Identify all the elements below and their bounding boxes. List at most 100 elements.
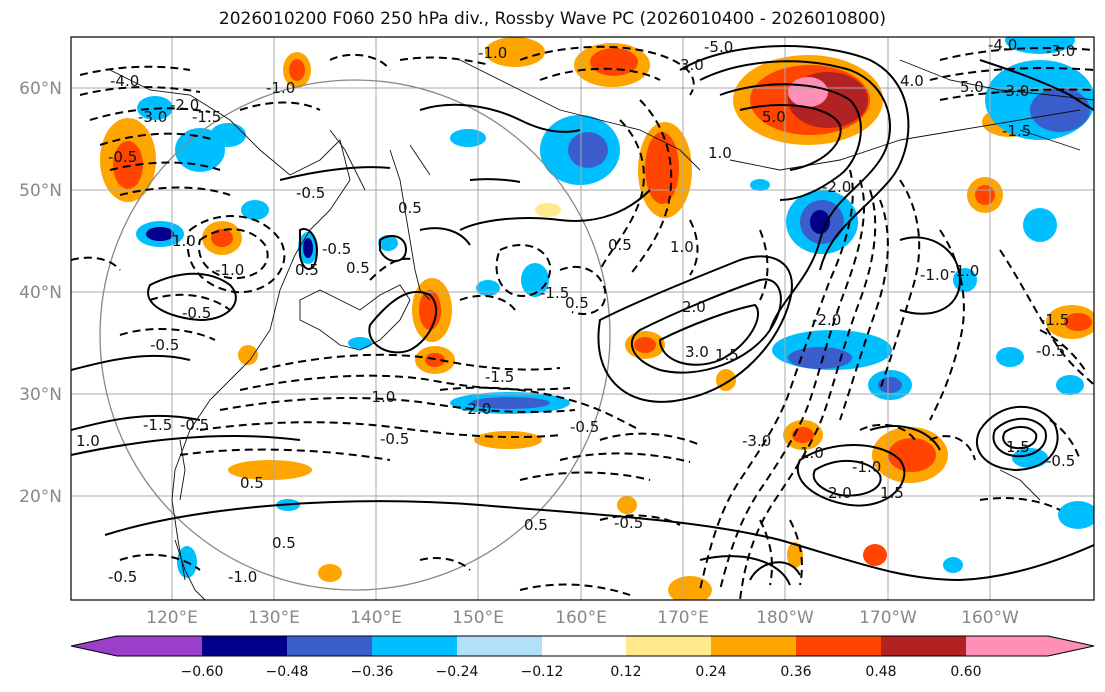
colorbar-segment [117, 636, 202, 656]
contour-label: 3.0 [685, 343, 709, 361]
colorbar-segment [626, 636, 711, 656]
contour-label: 0.5 [295, 261, 319, 279]
contours-negative [71, 45, 1094, 600]
contour-label: 1.0 [76, 432, 100, 450]
shading-negative [470, 397, 550, 409]
lon-label: 130°E [248, 608, 300, 628]
contour-label: -1.5 [192, 108, 221, 126]
contour-label: -4.0 [988, 36, 1017, 54]
map-title: 2026010200 F060 250 hPa div., Rossby Wav… [218, 9, 887, 29]
lat-label: 20°N [19, 487, 62, 507]
contour-label: -2.0 [462, 400, 491, 418]
shading-positive [788, 77, 828, 107]
contour-label: -0.5 [1036, 342, 1065, 360]
shading-negative [788, 347, 852, 369]
colorbar-extend-high [1048, 636, 1094, 656]
colorbar-tick-label: −0.36 [351, 664, 394, 680]
shading-positive [474, 431, 542, 449]
contour-label: 5.0 [762, 108, 786, 126]
colorbar-tick-label: 0.60 [950, 664, 981, 680]
colorbar-tick-label: −0.24 [436, 664, 479, 680]
colorbar-segment [881, 636, 966, 656]
map-frame [70, 36, 1095, 601]
contour-label: 0.5 [565, 294, 589, 312]
colorbar-segment [287, 636, 372, 656]
contour-label: -5.0 [704, 38, 733, 56]
colorbar-tick-label: −0.48 [266, 664, 309, 680]
shading-negative [1023, 208, 1057, 242]
colorbar-extend-low [71, 636, 117, 656]
lon-label: 160°E [555, 608, 607, 628]
lon-label: 140°E [350, 608, 402, 628]
shading-positive [645, 132, 679, 204]
contour-label: 0.5 [524, 516, 548, 534]
shading-positive [617, 496, 637, 514]
contours-positive [71, 45, 1094, 586]
shading-negative [1058, 501, 1094, 529]
colorbar-segment [711, 636, 796, 656]
contour-label: 2.0 [828, 484, 852, 502]
contour-label: -1.0 [228, 568, 257, 586]
shading-negative [996, 347, 1024, 367]
shading-positive [211, 229, 233, 247]
contour-label: 0.5 [346, 259, 370, 277]
shading-positive [634, 337, 656, 353]
lat-label: 40°N [19, 283, 62, 303]
colorbar-ticks: −0.60 −0.48 −0.36 −0.24 −0.12 0.12 0.24 … [181, 664, 982, 680]
contour-label: 3.0 [680, 56, 704, 74]
contour-label: -3.0 [742, 432, 771, 450]
shading-positive [113, 141, 143, 189]
contour-label: -1.0 [950, 262, 979, 280]
contour-label: -0.5 [570, 418, 599, 436]
contour-label: -2.0 [812, 311, 841, 329]
contour-label: -0.5 [380, 430, 409, 448]
shading-positive [787, 542, 803, 568]
lat-label: 30°N [19, 385, 62, 405]
lon-label: 170°W [859, 608, 917, 628]
shading-negative [750, 179, 770, 191]
shading-positive [228, 460, 312, 480]
colorbar-tick-label: 0.24 [695, 664, 726, 680]
contour-label: -1.0 [366, 388, 395, 406]
lon-label: 160°W [961, 608, 1019, 628]
colorbar-segment [372, 636, 457, 656]
contour-label: -4.0 [110, 72, 139, 90]
shading-negative [450, 129, 486, 147]
colorbar-segment [202, 636, 287, 656]
contour-label: -1.0 [920, 266, 949, 284]
contour-label: 1.5 [880, 484, 904, 502]
contour-label: -0.5 [150, 336, 179, 354]
contour-label: 1.0 [800, 444, 824, 462]
lon-label: 180°W [756, 608, 814, 628]
contour-label: -3.0 [138, 108, 167, 126]
contour-label: 2.0 [682, 298, 706, 316]
contour-label: -2.0 [822, 178, 851, 196]
contour-label: -1.5 [1002, 122, 1031, 140]
shading-positive [238, 345, 258, 365]
shading-positive [535, 203, 561, 217]
shading-positive [590, 48, 638, 76]
contour-label: 0.5 [398, 199, 422, 217]
latitude-labels: 60°N 50°N 40°N 30°N 20°N [19, 79, 62, 507]
reference-circle [99, 79, 611, 591]
contour-label: 0.5 [240, 474, 264, 492]
shading-negative [1056, 375, 1084, 395]
contour-label: 0.5 [272, 534, 296, 552]
contour-label: -1.5 [485, 368, 514, 386]
contour-label: 1.0 [708, 144, 732, 162]
contour-label: -2.0 [170, 96, 199, 114]
contour-label: -1.5 [540, 284, 569, 302]
shading-negative [943, 557, 963, 573]
shading-negative [1012, 448, 1048, 468]
colorbar: −0.60 −0.48 −0.36 −0.24 −0.12 0.12 0.24 … [70, 635, 1095, 680]
lon-label: 120°E [146, 608, 198, 628]
contour-label: 4.0 [900, 72, 924, 90]
contour-label: -3.0 [1000, 82, 1029, 100]
contour-label: 1.0 [172, 232, 196, 250]
shading-negative [1030, 88, 1090, 132]
shading-positive [289, 59, 305, 81]
contour-label: 1.5 [715, 346, 739, 364]
colorbar-segment [457, 636, 542, 656]
contour-label: -0.5 [182, 304, 211, 322]
shading-negative [303, 238, 313, 258]
